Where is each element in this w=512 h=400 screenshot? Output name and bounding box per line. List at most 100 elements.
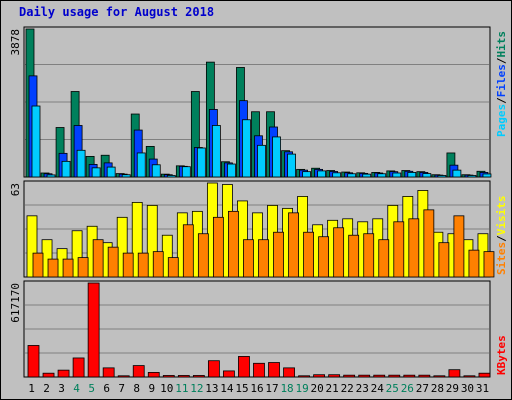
- bar-visits-day-4: [71, 230, 83, 278]
- bar-pages-day-4: [76, 149, 86, 178]
- bar-sites-day-14: [228, 210, 239, 278]
- bar-pages-day-8: [136, 152, 146, 178]
- chart-title: Daily usage for August 2018: [19, 5, 215, 19]
- day-label-21: 21: [326, 382, 339, 395]
- bar-pages-day-15: [242, 119, 251, 178]
- bar-sites-day-2: [47, 258, 59, 278]
- bar-sites-day-20: [318, 236, 330, 278]
- bar-sites-day-26: [408, 218, 420, 278]
- day-label-19: 19: [295, 382, 308, 395]
- bar-pages-day-31: [482, 173, 492, 178]
- y-max-label: 63: [9, 183, 22, 196]
- day-label-2: 2: [43, 382, 50, 395]
- bar-pages-day-29: [452, 169, 462, 178]
- bar-sites-day-29: [453, 215, 465, 278]
- bar-kbytes-day-29: [448, 369, 461, 378]
- bar-sites-day-11: [182, 224, 194, 278]
- bar-sites-day-18: [288, 212, 299, 278]
- bar-pages-day-22: [347, 173, 357, 178]
- bar-pages-day-23: [362, 173, 372, 178]
- bar-sites-day-7: [122, 252, 134, 278]
- bar-sites-day-25: [393, 221, 405, 278]
- day-label-10: 10: [160, 382, 173, 395]
- legend-item: /: [495, 57, 508, 64]
- bar-sites-day-22: [348, 234, 360, 278]
- bar-sites-day-12: [197, 233, 209, 278]
- bar-sites-day-28: [438, 242, 450, 278]
- bar-pages-day-20: [317, 170, 327, 178]
- bar-kbytes-day-23: [358, 374, 371, 378]
- day-label-23: 23: [356, 382, 369, 395]
- bar-pages-day-13: [211, 125, 221, 178]
- day-label-5: 5: [88, 382, 95, 395]
- legend-item: /: [495, 235, 508, 242]
- bar-kbytes-day-8: [132, 365, 145, 378]
- bar-kbytes-day-7: [117, 375, 130, 378]
- bar-sites-day-15: [243, 239, 254, 278]
- bar-sites-day-4: [77, 257, 89, 278]
- bar-kbytes-day-6: [102, 367, 115, 378]
- day-label-7: 7: [118, 382, 125, 395]
- bar-kbytes-day-3: [57, 369, 70, 378]
- day-label-15: 15: [235, 382, 248, 395]
- day-label-17: 17: [265, 382, 278, 395]
- day-label-26: 26: [401, 382, 414, 395]
- bar-pages-day-5: [91, 167, 101, 178]
- day-label-11: 11: [175, 382, 188, 395]
- legend-hits-files-pages: Pages/Files/Hits: [495, 31, 508, 137]
- bar-pages-day-1: [31, 105, 41, 178]
- day-label-25: 25: [386, 382, 399, 395]
- bar-pages-day-14: [227, 163, 236, 178]
- bar-sites-day-1: [32, 252, 44, 278]
- bar-sites-day-10: [167, 257, 179, 278]
- day-label-22: 22: [341, 382, 354, 395]
- day-label-1: 1: [28, 382, 35, 395]
- legend-visits-sites: Sites/Visits: [495, 196, 508, 276]
- bar-pages-day-18: [287, 153, 296, 178]
- day-label-4: 4: [73, 382, 80, 395]
- bar-kbytes-day-18: [283, 367, 295, 378]
- bar-sites-day-19: [303, 231, 314, 278]
- bar-kbytes-day-24: [373, 374, 386, 378]
- legend-item: Files: [495, 64, 508, 97]
- bar-kbytes-day-14: [223, 370, 235, 378]
- bar-kbytes-day-10: [162, 375, 175, 378]
- bar-kbytes-day-12: [192, 375, 205, 378]
- bar-pages-day-3: [61, 160, 71, 178]
- bar-pages-day-30: [467, 175, 477, 178]
- bar-sites-day-16: [258, 239, 269, 278]
- bar-kbytes-day-9: [147, 372, 160, 378]
- bar-kbytes-day-26: [403, 374, 416, 378]
- bar-pages-day-24: [377, 173, 387, 178]
- legend-item: /: [495, 97, 508, 104]
- legend-item: Hits: [495, 31, 508, 58]
- day-label-16: 16: [250, 382, 263, 395]
- bar-kbytes-day-4: [72, 357, 85, 378]
- bar-sites-day-31: [483, 251, 495, 278]
- day-label-29: 29: [446, 382, 459, 395]
- bar-sites-day-8: [137, 252, 149, 278]
- bar-kbytes-day-28: [433, 375, 446, 378]
- bar-kbytes-day-16: [253, 362, 265, 378]
- bar-pages-day-7: [121, 174, 131, 178]
- bar-kbytes-day-17: [268, 362, 280, 378]
- bar-kbytes-day-2: [42, 372, 55, 378]
- bar-visits-day-9: [146, 204, 158, 278]
- bar-sites-day-5: [92, 239, 104, 278]
- day-label-8: 8: [133, 382, 140, 395]
- bar-pages-day-6: [106, 166, 116, 178]
- day-label-13: 13: [205, 382, 218, 395]
- bar-kbytes-day-1: [27, 345, 40, 378]
- bar-sites-day-23: [363, 233, 375, 278]
- bar-pages-day-25: [392, 172, 402, 178]
- legend-item: KBytes: [495, 335, 508, 375]
- bar-visits-day-1: [26, 215, 38, 278]
- day-label-9: 9: [148, 382, 155, 395]
- day-label-28: 28: [431, 382, 444, 395]
- bar-kbytes-day-30: [463, 375, 476, 378]
- bar-sites-day-21: [333, 227, 345, 278]
- legend-kbytes: KBytes: [495, 335, 508, 375]
- day-label-31: 31: [476, 382, 489, 395]
- bar-kbytes-day-13: [207, 360, 220, 378]
